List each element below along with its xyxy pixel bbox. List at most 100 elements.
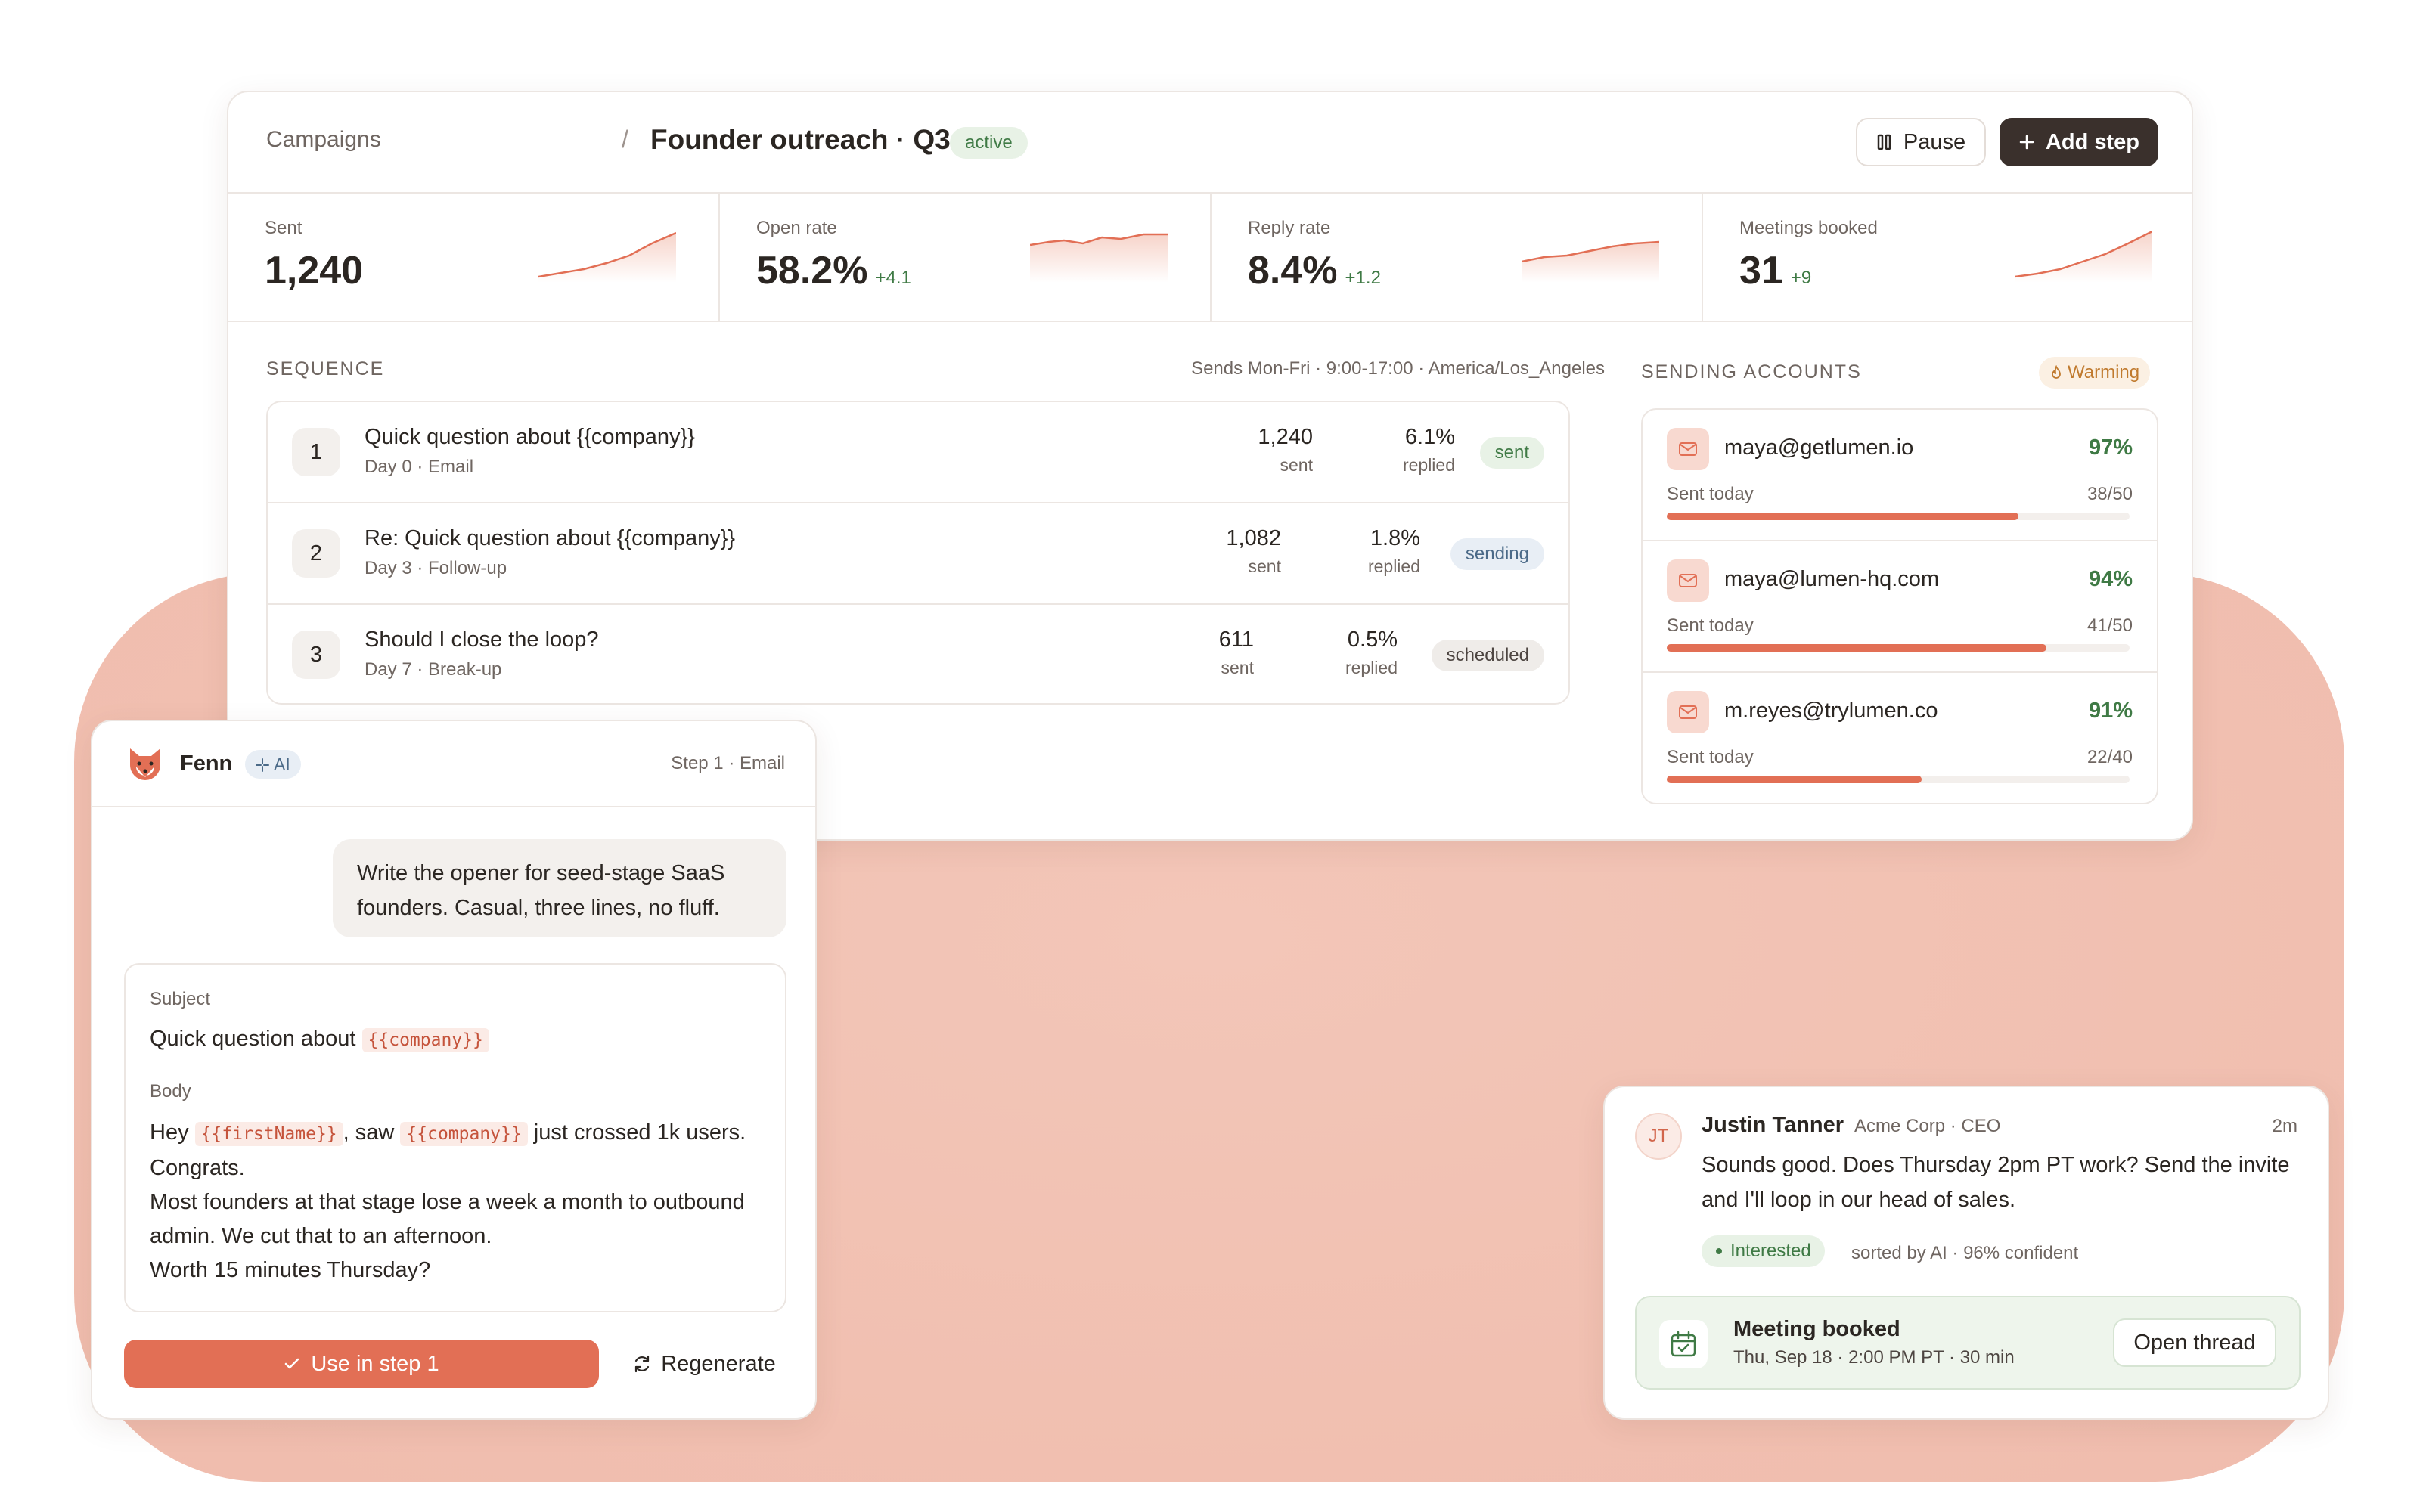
- step-replied-rate: 0.5%: [1347, 627, 1398, 652]
- use-in-step-button[interactable]: Use in step 1: [124, 1340, 599, 1388]
- mail-icon: [1667, 691, 1709, 733]
- step-sent-count: 1,240: [1258, 425, 1313, 449]
- step-replied-rate: 6.1%: [1404, 425, 1455, 449]
- sending-accounts-list: maya@getlumen.io 97% Sent today 38/50 ma…: [1641, 408, 2158, 804]
- account-sub-label: Sent today: [1667, 615, 1754, 636]
- account-health: 94%: [2088, 567, 2133, 591]
- open-thread-button[interactable]: Open thread: [2113, 1318, 2276, 1367]
- meeting-details: Thu, Sep 18 · 2:00 PM PT · 30 min: [1733, 1347, 2015, 1368]
- meeting-title: Meeting booked: [1733, 1317, 1900, 1341]
- subject-line: Quick question about {{company}}: [150, 1027, 489, 1052]
- account-email: maya@getlumen.io: [1724, 435, 1914, 460]
- account-sub-label: Sent today: [1667, 747, 1754, 767]
- step-title: Re: Quick question about {{company}}: [365, 526, 736, 550]
- stat-reply-rate: Reply rate 8.4% +1.2: [1212, 194, 1703, 321]
- step-status-badge: sent: [1479, 437, 1544, 469]
- assistant-context: Step 1 · Email: [671, 753, 785, 773]
- sequence-step[interactable]: 3 Should I close the loop? Day 7 · Break…: [268, 605, 1568, 703]
- pause-label: Pause: [1903, 129, 1966, 154]
- step-title: Should I close the loop?: [365, 627, 599, 652]
- sequence-schedule: Sends Mon-Fri · 9:00-17:00 · America/Los…: [1191, 358, 1605, 379]
- mail-icon: [1667, 559, 1709, 602]
- avatar: JT: [1635, 1113, 1682, 1160]
- step-number: 3: [292, 631, 340, 679]
- step-title: Quick question about {{company}}: [365, 425, 695, 449]
- page-title: Founder outreach · Q3: [650, 124, 951, 155]
- sparkle-icon: [256, 758, 269, 772]
- step-replied-label: replied: [1367, 556, 1420, 576]
- breadcrumb-separator: /: [622, 125, 628, 153]
- stat-label: Open rate: [756, 218, 837, 238]
- breadcrumb-campaigns[interactable]: Campaigns: [266, 127, 381, 152]
- stat-value: 58.2% +4.1: [756, 249, 911, 293]
- user-prompt-bubble: Write the opener for seed-stage SaaS fou…: [333, 839, 786, 937]
- step-number: 1: [292, 428, 340, 476]
- reply-notification-card[interactable]: JT Justin Tanner Acme Corp · CEO 2m Soun…: [1603, 1086, 2329, 1420]
- stat-label: Sent: [265, 218, 302, 238]
- flame-icon: [2052, 364, 2061, 379]
- subject-label: Subject: [150, 989, 211, 1009]
- ai-sort-note: sorted by AI · 96% confident: [1851, 1243, 2079, 1263]
- refresh-icon: [635, 1355, 650, 1373]
- sender-name: Justin Tanner: [1702, 1113, 1844, 1137]
- account-row[interactable]: maya@lumen-hq.com 94% Sent today 41/50: [1643, 541, 2157, 673]
- step-status-badge: scheduled: [1431, 640, 1544, 671]
- campaign-card: Campaigns / Founder outreach · Q3 active…: [227, 91, 2193, 841]
- stat-label: Meetings booked: [1739, 218, 1878, 238]
- regenerate-label: Regenerate: [661, 1351, 776, 1376]
- stat-delta: +9: [1790, 268, 1812, 288]
- step-replied-label: replied: [1402, 455, 1455, 475]
- account-progress-bar: [1667, 776, 2130, 783]
- calendar-check-icon: [1659, 1320, 1708, 1368]
- stat-value: 31 +9: [1739, 249, 1812, 293]
- stat-sent: Sent 1,240: [228, 194, 720, 321]
- account-health: 97%: [2088, 435, 2133, 460]
- add-step-label: Add step: [2045, 129, 2140, 154]
- account-count: 41/50: [2086, 615, 2133, 636]
- sequence-step[interactable]: 2 Re: Quick question about {{company}} D…: [268, 503, 1568, 605]
- account-email: maya@lumen-hq.com: [1724, 567, 1940, 591]
- account-health: 91%: [2088, 699, 2133, 723]
- body-label: Body: [150, 1081, 191, 1101]
- account-count: 38/50: [2086, 484, 2133, 504]
- stat-open-rate: Open rate 58.2% +4.1: [720, 194, 1212, 321]
- account-sub-label: Sent today: [1667, 484, 1754, 504]
- stat-value: 8.4% +1.2: [1248, 249, 1381, 293]
- status-badge: active: [950, 127, 1028, 159]
- email-draft: Subject Quick question about {{company}}…: [124, 963, 786, 1312]
- mail-icon: [1667, 428, 1709, 470]
- step-number: 2: [292, 529, 340, 578]
- regenerate-button[interactable]: Regenerate: [617, 1340, 791, 1388]
- stat-value: 1,240: [265, 249, 364, 293]
- step-sent-label: sent: [1280, 455, 1313, 475]
- pause-icon: [1877, 134, 1891, 150]
- account-count: 22/40: [2086, 747, 2133, 767]
- account-row[interactable]: m.reyes@trylumen.co 91% Sent today 22/40: [1643, 673, 2157, 803]
- stats-row: Sent 1,240 Open rate 58.2% +4.1 Reply rat…: [228, 194, 2192, 322]
- progress-fill: [1667, 776, 1922, 783]
- dot-icon: [1716, 1248, 1722, 1254]
- pause-button[interactable]: Pause: [1856, 118, 1986, 166]
- step-sent-label: sent: [1248, 556, 1281, 576]
- assistant-header: Fenn AI Step 1 · Email: [92, 721, 815, 807]
- sequence-step[interactable]: 1 Quick question about {{company}} Day 0…: [268, 402, 1568, 503]
- progress-fill: [1667, 513, 2019, 520]
- assistant-name: Fenn: [180, 751, 233, 776]
- sparkline-chart: [2015, 230, 2152, 283]
- sparkline-chart: [1030, 233, 1168, 283]
- account-email: m.reyes@trylumen.co: [1724, 699, 1938, 723]
- meeting-booked-banner: Meeting booked Thu, Sep 18 · 2:00 PM PT …: [1635, 1296, 2301, 1390]
- stat-delta: +1.2: [1345, 268, 1381, 288]
- step-subtitle: Day 3 · Follow-up: [365, 558, 507, 578]
- step-status-badge: sending: [1450, 538, 1544, 570]
- reply-time: 2m: [2272, 1116, 2297, 1136]
- add-step-button[interactable]: Add step: [2000, 118, 2158, 166]
- fox-avatar-icon: [130, 748, 160, 780]
- sequence-list: 1 Quick question about {{company}} Day 0…: [266, 401, 1570, 705]
- account-row[interactable]: maya@getlumen.io 97% Sent today 38/50: [1643, 410, 2157, 541]
- check-icon: [285, 1358, 299, 1369]
- step-subtitle: Day 0 · Email: [365, 457, 474, 477]
- reply-message: Sounds good. Does Thursday 2pm PT work? …: [1702, 1153, 2290, 1212]
- template-variable: {{company}}: [400, 1122, 528, 1146]
- step-replied-label: replied: [1345, 658, 1398, 677]
